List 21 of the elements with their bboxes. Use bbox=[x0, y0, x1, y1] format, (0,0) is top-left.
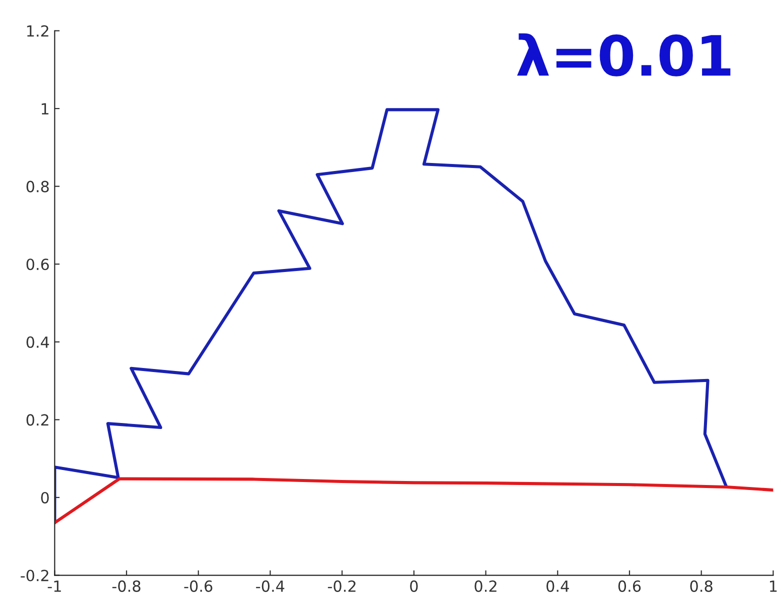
y-tick-label: 0.8 bbox=[26, 180, 49, 192]
x-tick-label: -0.6 bbox=[184, 580, 212, 592]
x-tick-label: 1 bbox=[770, 580, 777, 592]
y-tick-label: 0.6 bbox=[26, 258, 49, 270]
y-tick-label: 1.2 bbox=[27, 25, 48, 37]
x-tick-label: -0.8 bbox=[112, 580, 140, 592]
y-tick-label: 1 bbox=[42, 103, 48, 114]
x-tick-label: 0 bbox=[410, 580, 418, 592]
y-tick-label: 0.4 bbox=[26, 336, 49, 348]
x-tick-label: -0.4 bbox=[256, 580, 284, 592]
x-tick-label: -0.2 bbox=[328, 580, 356, 592]
x-tick-label: 0.8 bbox=[690, 580, 712, 592]
x-tick-label: -1 bbox=[48, 580, 61, 592]
y-tick-label: 0 bbox=[41, 492, 49, 504]
x-tick-label: 0.6 bbox=[618, 580, 641, 592]
line-series bbox=[54, 477, 774, 524]
y-tick-label: -0.2 bbox=[20, 570, 48, 582]
x-tick-label: 0.4 bbox=[546, 580, 569, 592]
x-tick-label: 0.2 bbox=[474, 580, 496, 592]
y-tick-label: 0.2 bbox=[26, 414, 48, 426]
annotation: λ=0.01 bbox=[517, 33, 730, 76]
